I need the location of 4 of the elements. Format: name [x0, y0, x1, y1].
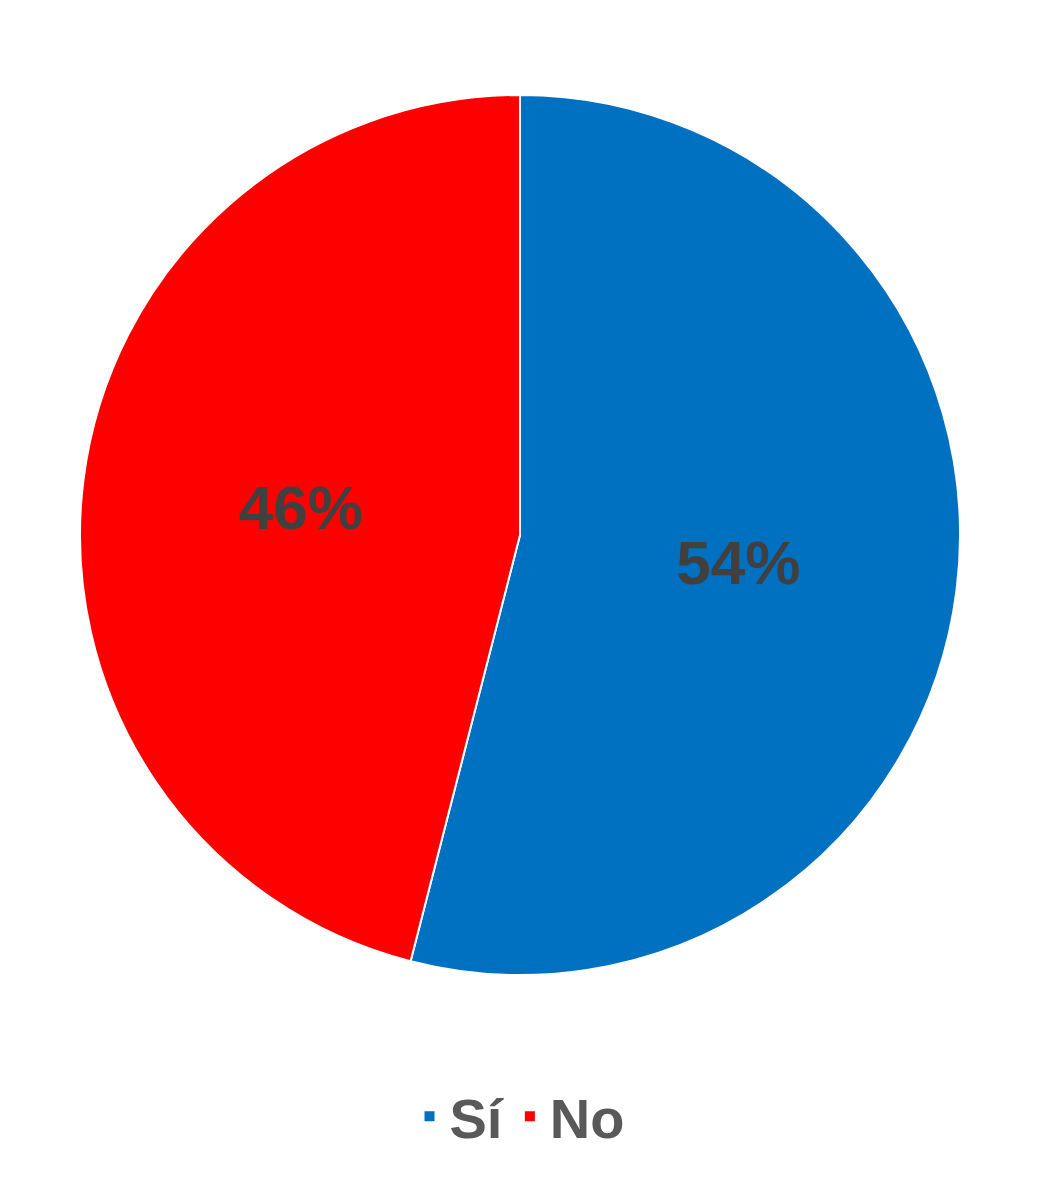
data-label: 54% — [676, 528, 801, 598]
legend-label: Sí — [449, 1087, 505, 1151]
data-label: 46% — [238, 472, 363, 542]
legend-label: No — [549, 1087, 625, 1151]
